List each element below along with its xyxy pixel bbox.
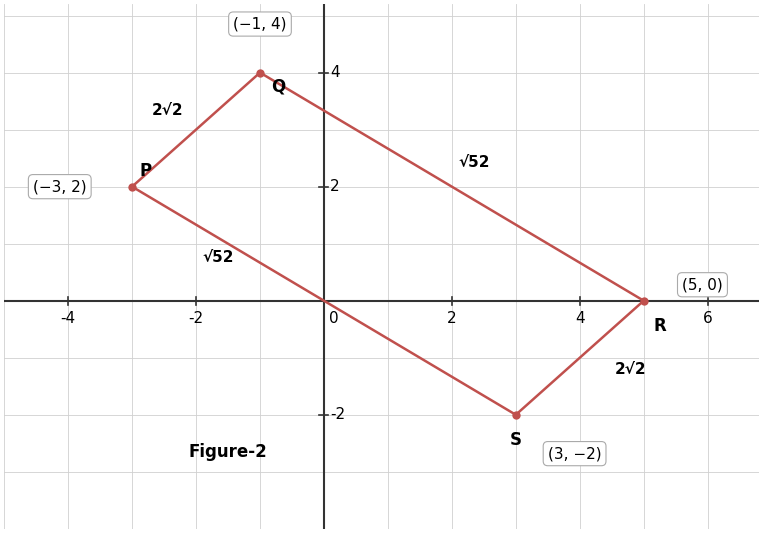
Text: -4: -4 xyxy=(60,311,76,326)
Text: -2: -2 xyxy=(330,407,346,422)
Text: R: R xyxy=(653,317,666,335)
Text: √52: √52 xyxy=(203,251,234,265)
Text: 6: 6 xyxy=(703,311,713,326)
Text: 2√2: 2√2 xyxy=(615,362,646,377)
Text: (5, 0): (5, 0) xyxy=(682,277,723,292)
Text: (−1, 4): (−1, 4) xyxy=(233,17,287,31)
Text: √52: √52 xyxy=(459,155,490,169)
Text: (−3, 2): (−3, 2) xyxy=(33,179,86,194)
Text: P: P xyxy=(140,162,152,180)
Text: -2: -2 xyxy=(188,311,204,326)
Text: 0: 0 xyxy=(329,311,339,326)
Text: 2: 2 xyxy=(447,311,457,326)
Text: (3, −2): (3, −2) xyxy=(548,446,601,461)
Text: Q: Q xyxy=(272,77,286,95)
Text: S: S xyxy=(510,431,522,449)
Text: 4: 4 xyxy=(575,311,584,326)
Text: 2√2: 2√2 xyxy=(152,103,183,118)
Text: 4: 4 xyxy=(330,65,340,80)
Text: Figure-2: Figure-2 xyxy=(188,443,267,461)
Text: 2: 2 xyxy=(330,179,340,194)
